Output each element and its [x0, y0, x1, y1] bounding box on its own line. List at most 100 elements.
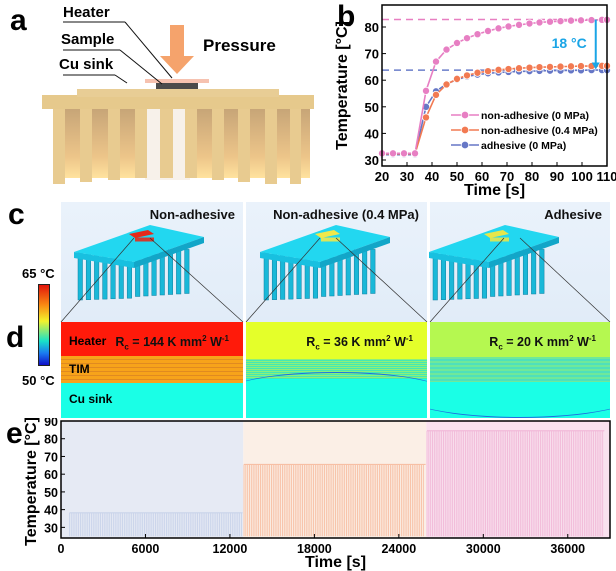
panel-label-b: b — [337, 0, 356, 33]
x-axis-label: Time [s] — [305, 554, 366, 571]
legend-marker — [460, 125, 470, 135]
legend-marker — [460, 110, 470, 120]
y-tick-label: 90 — [44, 418, 58, 429]
y-tick-label: 60 — [365, 73, 379, 88]
plot-frame — [381, 4, 608, 167]
y-axis-label: Temperature [°C] — [334, 21, 351, 150]
data-point — [462, 34, 471, 43]
colorbar-min-label: 50 °C — [22, 373, 55, 388]
data-point — [587, 16, 596, 25]
data-point — [473, 68, 482, 77]
y-tick-label: 70 — [44, 450, 58, 464]
chart-b: 18 °C20 30 40 50 60 70 80 90 100 110304050607080T… — [334, 4, 616, 199]
tim-region — [61, 356, 243, 383]
y-axis-label: Temperature [°C] — [23, 418, 40, 546]
contact-resistance-label: Rc = 36 K mm2 W-1 — [306, 334, 413, 352]
cycle-series — [243, 463, 426, 537]
data-point — [535, 63, 544, 72]
y-tick-label: 70 — [365, 47, 379, 62]
data-point — [400, 149, 409, 158]
zoom-guide-line — [429, 237, 505, 323]
data-point — [514, 20, 523, 29]
cycle-series — [426, 430, 605, 537]
zoom-guide-line — [60, 237, 135, 323]
x-axis-label: Time [s] — [464, 182, 525, 199]
legend-label: non-adhesive (0.4 MPa) — [481, 125, 598, 137]
x-tick-label: 36000 — [550, 542, 585, 556]
cross-section-adhesive: Rc = 20 K mm2 W-1 — [430, 322, 610, 418]
sim-title: Adhesive — [544, 207, 602, 222]
cross-section-non-adhesive-04mpa: Rc = 36 K mm2 W-1 — [246, 322, 427, 418]
heatsink-top — [429, 225, 559, 262]
data-point — [483, 26, 492, 35]
segment-background — [243, 421, 427, 538]
x-tick-label: 110 — [597, 169, 616, 184]
heatsink-side — [320, 237, 390, 268]
heatsink-side — [489, 237, 559, 268]
legend-label: adhesive (0 MPa) — [481, 140, 566, 152]
fin — [531, 249, 537, 295]
data-point — [545, 17, 554, 26]
heater-side — [321, 237, 340, 242]
zoom-guide-line — [149, 237, 244, 323]
x-tick-label: 80 — [525, 169, 539, 184]
data-point — [576, 16, 585, 25]
x-tick-label: 30000 — [466, 542, 501, 556]
heater-side — [490, 237, 509, 242]
data-point — [566, 16, 575, 25]
pressure-arrow-icon — [160, 25, 194, 74]
label-heater: Heater — [63, 4, 110, 21]
y-tick-label: 30 — [44, 521, 58, 535]
sim-title: Non-adhesive — [149, 207, 235, 222]
fin — [370, 249, 376, 294]
sim-panel-non-adhesive: Non-adhesive — [61, 202, 243, 322]
data-point — [452, 38, 461, 47]
y-tick-label: 40 — [365, 126, 379, 141]
data-point — [535, 18, 544, 27]
x-tick-label: 50 — [450, 169, 464, 184]
data-point — [525, 19, 534, 28]
heater-block — [129, 230, 154, 238]
data-point — [525, 63, 534, 72]
y-tick-label: 30 — [365, 153, 379, 168]
colorbar — [38, 284, 50, 366]
panel-label-c: c — [8, 198, 25, 231]
panel-label-a: a — [10, 4, 27, 37]
zoom-guide-line — [519, 237, 611, 323]
x-tick-label: 90 — [550, 169, 564, 184]
legend-marker — [460, 140, 470, 150]
data-point — [545, 62, 554, 71]
heatsink-illustration — [42, 21, 314, 184]
y-tick-label: 60 — [44, 468, 58, 482]
zoom-guide-line — [335, 237, 428, 323]
y-tick-label: 50 — [44, 486, 58, 500]
data-point — [556, 17, 565, 26]
heatsink-base — [42, 95, 314, 109]
heatsink-side — [134, 237, 204, 268]
heater-region — [61, 322, 243, 356]
label-cu-sink: Cu sink — [59, 56, 114, 73]
x-tick-label: 40 — [425, 169, 439, 184]
contact-resistance-label: Rc = 144 K mm2 W-1 — [115, 334, 229, 352]
heatsink-render — [74, 225, 204, 301]
fin — [362, 249, 368, 295]
panel-label-d: d — [6, 321, 25, 354]
label-sample: Sample — [61, 31, 115, 48]
data-point — [556, 62, 565, 71]
zoom-guide-line — [245, 237, 321, 323]
heatsink-top — [74, 225, 204, 262]
heater-region — [430, 322, 610, 357]
x-tick-label: 18000 — [297, 542, 332, 556]
heatsink-fins — [53, 108, 301, 184]
sim-title: Non-adhesive (0.4 MPa) — [273, 207, 419, 222]
layer-label-heater: Heater — [69, 334, 107, 348]
y-tick-label: 80 — [365, 20, 379, 35]
heatsink-front — [260, 252, 320, 268]
x-tick-label: 12000 — [213, 542, 248, 556]
heatsink-front — [429, 252, 489, 268]
data-point — [504, 65, 513, 74]
heatsink-top — [260, 225, 390, 262]
cross-section-non-adhesive: Heater TIM Cu sink Rc = 144 K mm2 W-1 — [61, 322, 243, 418]
data-point — [576, 62, 585, 71]
y-tick-label: 80 — [44, 433, 58, 447]
